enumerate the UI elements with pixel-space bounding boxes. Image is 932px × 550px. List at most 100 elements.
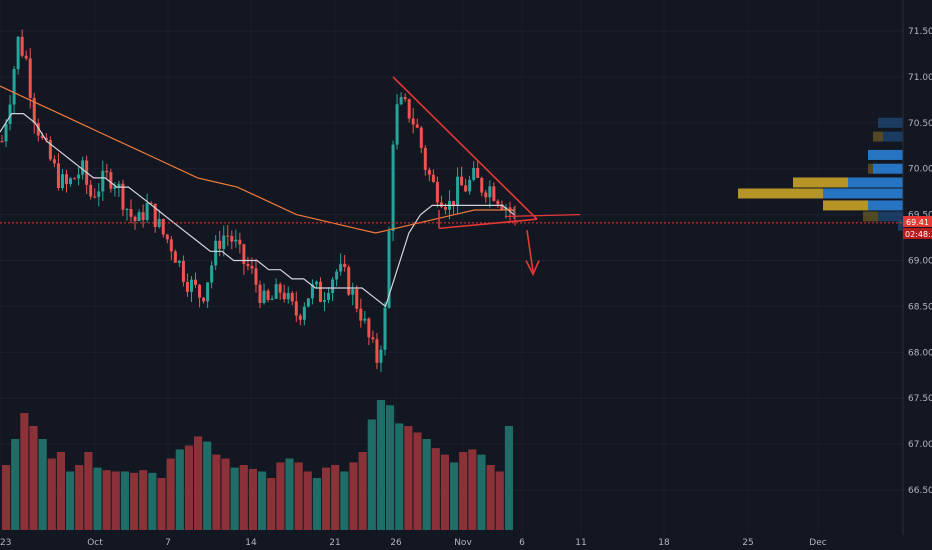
- volume-bar: [376, 400, 385, 530]
- volume-bar: [84, 452, 93, 530]
- candle-body: [36, 123, 40, 136]
- profile-buy-bar: [793, 177, 848, 188]
- candle-body: [48, 139, 52, 160]
- ma-line-orange: [0, 85, 514, 234]
- candle-body: [464, 185, 468, 192]
- volume-bar: [148, 472, 157, 530]
- price-tick-label: 67.50: [908, 394, 932, 404]
- candle-body: [266, 290, 270, 300]
- price-tick-label: 69.00: [908, 257, 932, 267]
- candle-body: [331, 279, 335, 293]
- down-arrow-shaft: [526, 230, 534, 272]
- candle-body: [8, 104, 12, 124]
- time-axis[interactable]: 23 Oct 7 14 21 26 Nov 6 11 18 25 Dec: [0, 538, 827, 548]
- volume-bar: [38, 439, 47, 530]
- candle-body: [383, 307, 387, 350]
- candle-body: [484, 192, 488, 198]
- time-tick-label: 14: [245, 538, 257, 548]
- candle-body: [109, 172, 113, 189]
- time-tick-label: 6: [519, 538, 525, 548]
- candle-body: [391, 144, 395, 232]
- moving-averages: [0, 85, 515, 308]
- volume-bar: [2, 465, 11, 530]
- volume-bar: [450, 462, 459, 530]
- candle-body: [4, 123, 8, 142]
- candle-body: [460, 176, 464, 186]
- candle-body: [302, 306, 306, 320]
- candle-body: [282, 292, 286, 300]
- candle-body: [177, 260, 181, 263]
- candle-body: [423, 147, 427, 170]
- candle-body: [222, 235, 226, 249]
- candle-body: [452, 200, 456, 205]
- volume-bar: [386, 405, 395, 530]
- volume-bar: [276, 462, 285, 530]
- time-tick-label: 26: [390, 538, 402, 548]
- candle-body: [363, 318, 367, 321]
- volume-bar: [75, 465, 84, 530]
- candle-body: [318, 281, 322, 302]
- ma-line-white: [0, 112, 515, 308]
- volume-bar: [130, 472, 139, 530]
- candle-body: [306, 298, 310, 307]
- candle-body: [44, 137, 48, 140]
- profile-buy-bar: [738, 188, 823, 199]
- candle-body: [56, 163, 60, 189]
- candle-body: [165, 234, 169, 240]
- candle-body: [65, 174, 69, 185]
- candle-body: [101, 170, 105, 192]
- price-tick-label: 71.50: [908, 27, 932, 37]
- candle-body: [274, 284, 278, 299]
- volume-bar: [495, 471, 504, 530]
- volume-bar: [340, 471, 349, 530]
- candle-body: [367, 318, 371, 338]
- triangle-upper-line: [392, 76, 538, 220]
- time-tick-label: Oct: [87, 538, 103, 548]
- price-axis[interactable]: 71.50 71.00 70.50 70.00 69.50 69.00 68.50 68.00…: [908, 27, 932, 496]
- price-tick-label: 68.00: [908, 348, 932, 358]
- candle-body: [472, 167, 476, 180]
- candle-body: [246, 264, 250, 267]
- candle-body: [347, 267, 351, 295]
- candle-body: [439, 202, 443, 207]
- countdown-label: 02:48:31: [905, 230, 932, 239]
- candle-body: [512, 210, 516, 212]
- candle-body: [411, 118, 415, 125]
- candle-body: [480, 177, 484, 193]
- volume-bar: [66, 471, 75, 530]
- candle-body: [230, 235, 234, 242]
- volume-bar: [203, 441, 212, 530]
- candle-body: [431, 174, 435, 182]
- candle-body: [16, 36, 20, 70]
- candle-body: [387, 231, 391, 308]
- time-tick-label: 23: [0, 538, 11, 548]
- volume-bar: [322, 467, 331, 530]
- candle-body: [327, 292, 331, 300]
- candle-body: [198, 284, 202, 298]
- volume-bar: [120, 471, 129, 530]
- candle-body: [60, 174, 64, 189]
- volume-bar: [175, 449, 184, 530]
- volume-bar: [349, 462, 358, 530]
- candle-body: [492, 186, 496, 201]
- volume-bar: [477, 454, 486, 530]
- volume-profile: [738, 117, 903, 231]
- price-tick-label: 66.50: [908, 486, 932, 496]
- candle-body: [117, 183, 121, 187]
- candle-body: [323, 299, 327, 302]
- volume-bar: [11, 439, 20, 530]
- candle-body: [28, 58, 32, 98]
- candle-body: [141, 212, 145, 221]
- profile-buy-bar: [863, 211, 878, 222]
- candle-body: [351, 289, 355, 295]
- time-tick-label: 11: [575, 538, 586, 548]
- candle-body: [73, 178, 77, 180]
- candle-body: [298, 315, 302, 320]
- candle-body: [254, 268, 258, 285]
- candle-body: [202, 297, 206, 302]
- candle-body: [443, 206, 447, 210]
- candle-body: [294, 301, 298, 316]
- volume-bar: [459, 452, 468, 530]
- volume-bar: [29, 426, 38, 530]
